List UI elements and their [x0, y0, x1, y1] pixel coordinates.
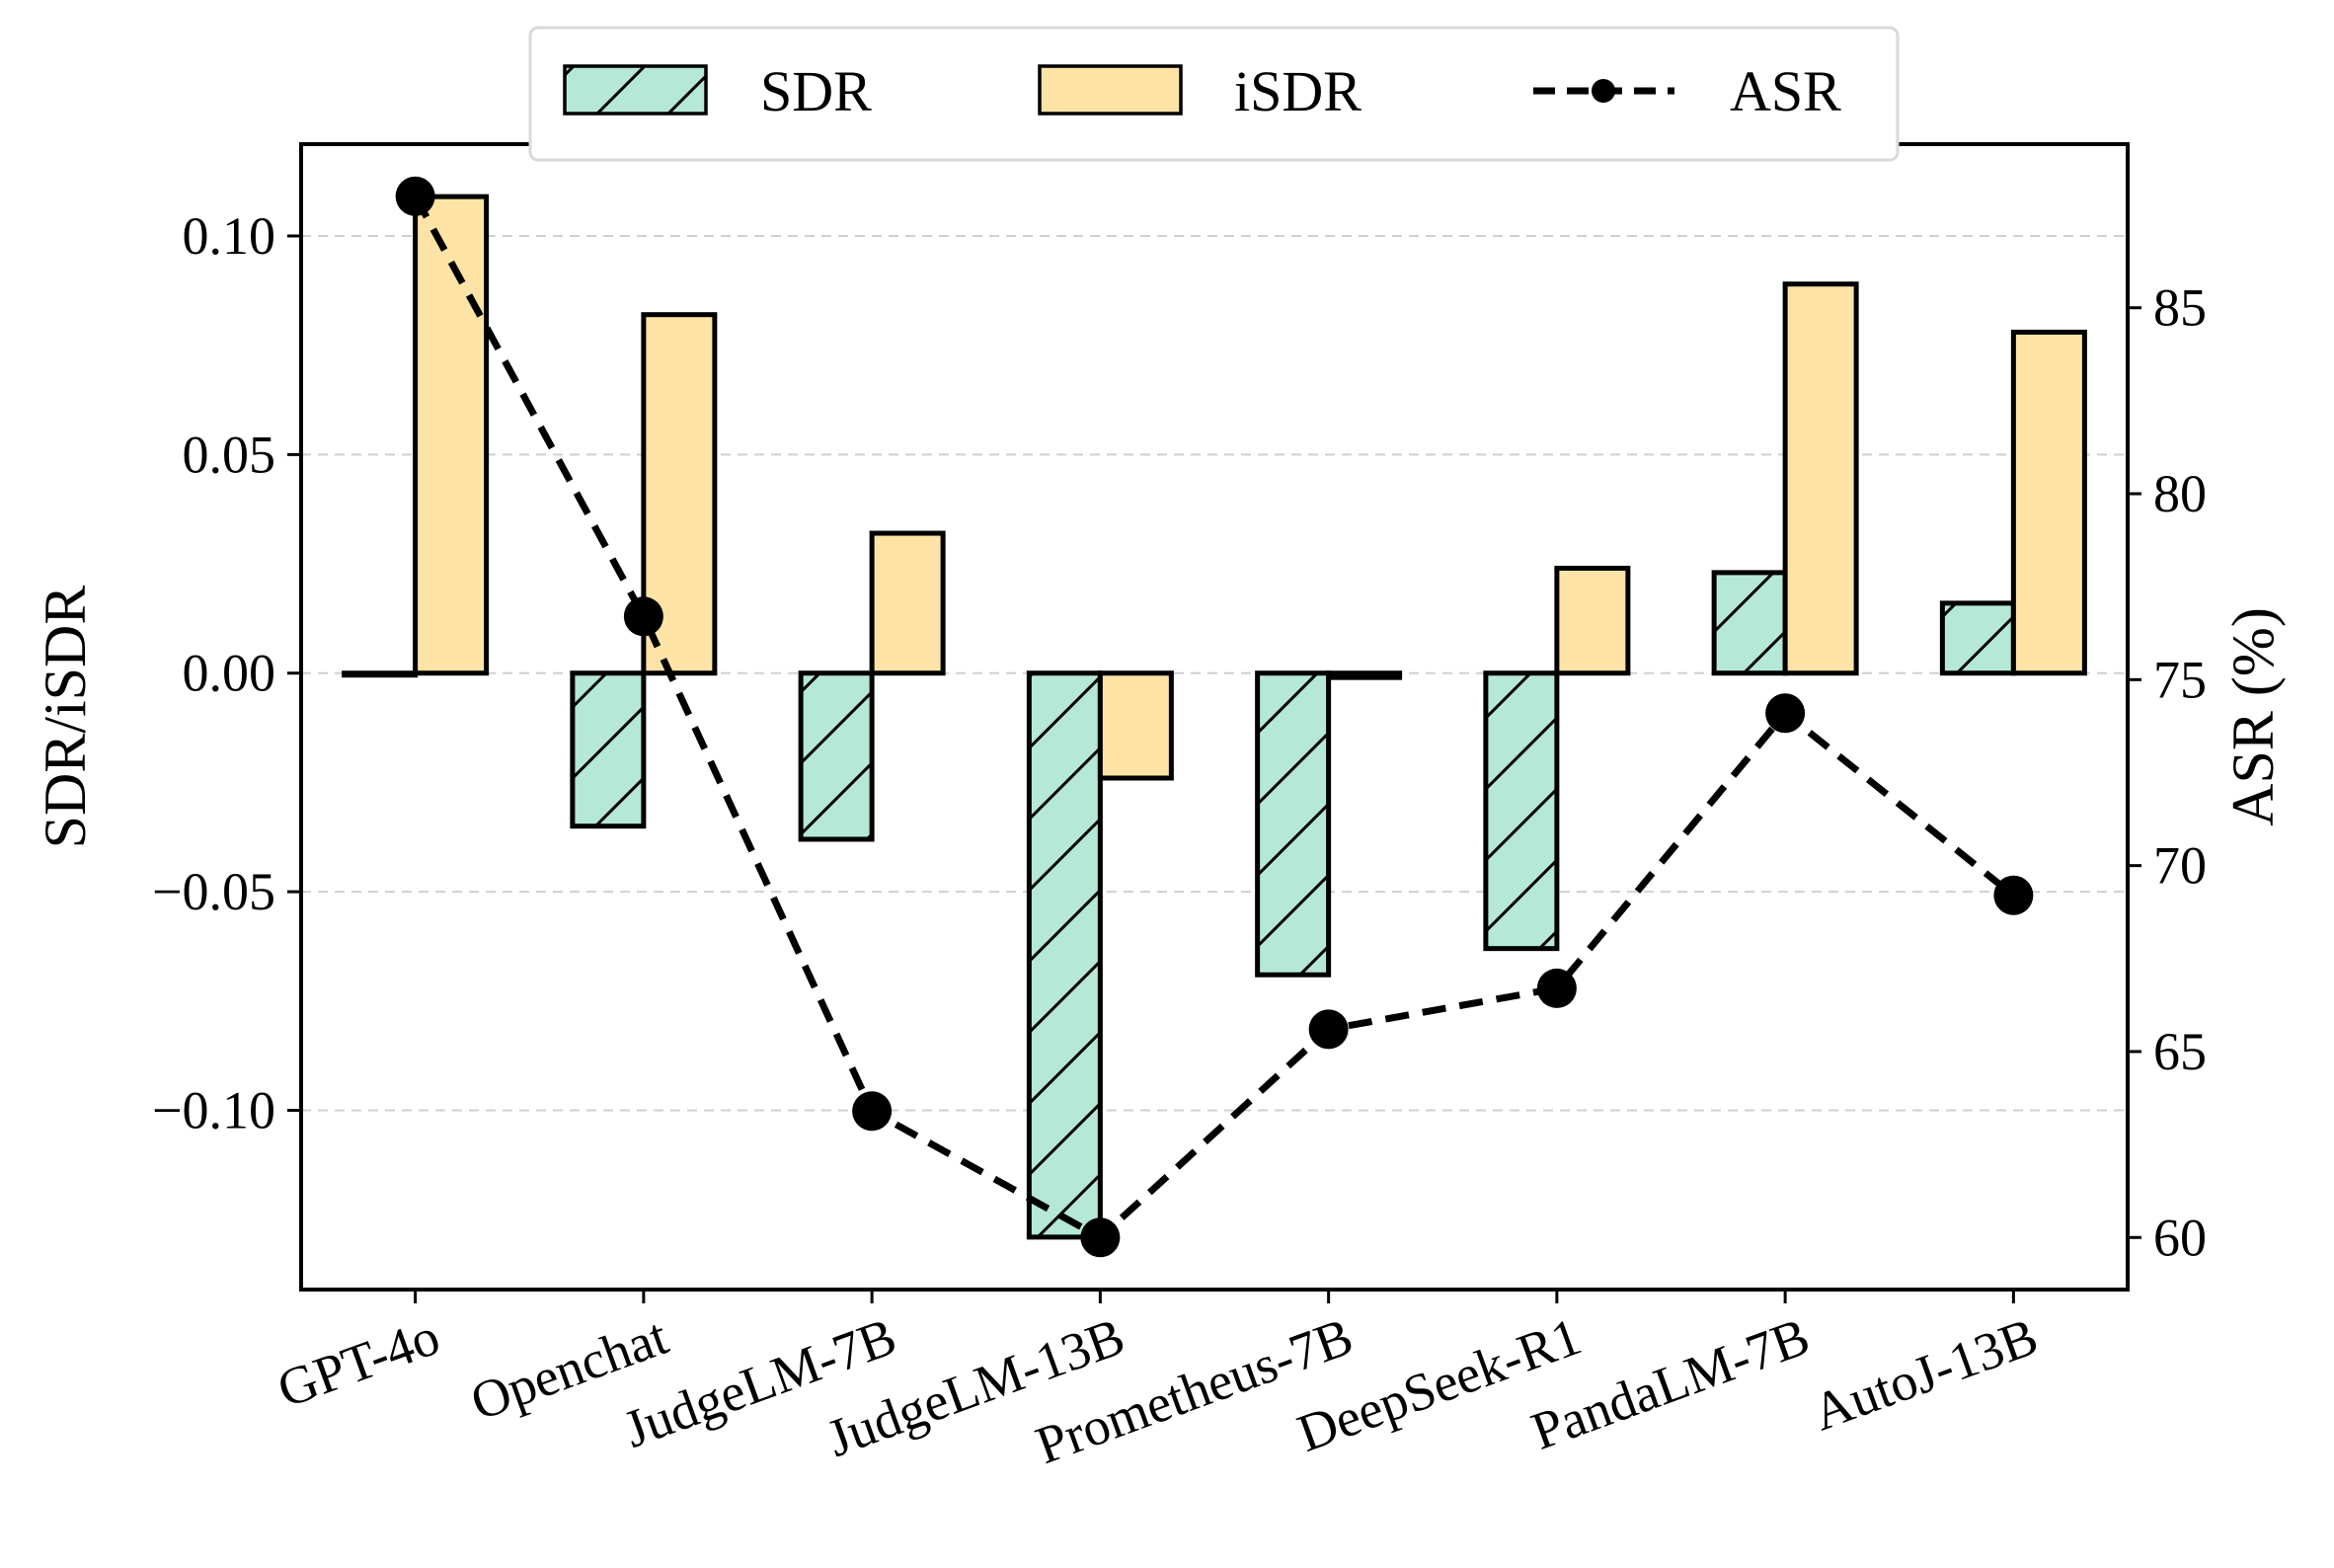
legend-sdr-hatch — [563, 64, 708, 116]
asr-point — [852, 1091, 893, 1132]
asr-line — [412, 195, 2016, 1241]
bar-isdr-outline — [1097, 670, 1174, 781]
legend-asr-marker — [1592, 79, 1615, 103]
y2-tick-label: 80 — [2153, 464, 2207, 523]
asr-point — [395, 176, 435, 216]
bar-isdr — [872, 533, 944, 673]
y-tick-label: −0.05 — [152, 862, 275, 921]
bar-isdr-outline — [1326, 670, 1403, 680]
bar-sdr-outline — [570, 670, 647, 829]
asr-point — [1765, 693, 1806, 734]
y2-tick-label: 70 — [2153, 836, 2207, 896]
legend-sdr-label: SDR — [760, 59, 872, 123]
bar-sdr-outline — [798, 670, 875, 842]
y-axis-title: SDR/iSDR — [33, 586, 98, 849]
bar-isdr — [1100, 672, 1172, 778]
legend: SDR iSDR ASR — [528, 26, 1900, 162]
bar-sdr-outline — [1255, 670, 1332, 978]
x-axis: GPT-4o OpenchatJudgeLM-7BJudgeLM-13BProme… — [270, 1290, 2045, 1475]
legend-asr-label: ASR — [1730, 59, 1841, 123]
y2-tick-label: 65 — [2153, 1022, 2207, 1081]
legend-isdr-swatch — [1038, 64, 1183, 116]
legend-box — [528, 26, 1900, 162]
bar-sdr-outline — [1939, 600, 2016, 676]
y-tick-label: −0.10 — [152, 1080, 275, 1139]
left-axis: 0.10 0.05 0.00 −0.05 −0.10 — [152, 206, 301, 1139]
bar-isdr — [1556, 568, 1628, 673]
legend-isdr-label: iSDR — [1234, 59, 1362, 123]
bars — [342, 194, 2087, 1240]
bar-sdr-outline — [342, 670, 419, 678]
asr-point — [1536, 968, 1577, 1008]
bar-sdr-outline — [1026, 670, 1103, 1240]
y2-tick-label: 60 — [2153, 1208, 2207, 1267]
asr-point — [1308, 1009, 1349, 1050]
asr-point — [623, 596, 663, 637]
bar-isdr-outline — [641, 312, 718, 676]
bar-isdr-outline — [869, 530, 946, 676]
asr-line-series — [395, 176, 2034, 1258]
bar-isdr-outline — [2010, 329, 2087, 676]
bar-isdr — [415, 196, 487, 673]
y2-axis-title: ASR (%) — [2220, 607, 2286, 826]
x-tick-label: GPT-4o — [270, 1306, 446, 1419]
bar-isdr — [2013, 332, 2085, 673]
asr-point — [1993, 875, 2034, 915]
bar-isdr — [1785, 283, 1857, 673]
right-axis: 85 80 75 70 65 60 — [2128, 278, 2207, 1267]
bar-isdr-outline — [1782, 281, 1859, 676]
x-tick-label: AutoJ-13B — [1805, 1306, 2045, 1442]
bar-sdr-outline — [1711, 570, 1788, 676]
y-tick-label: 0.05 — [183, 425, 276, 484]
y2-tick-label: 85 — [2153, 278, 2207, 338]
asr-point — [1080, 1217, 1121, 1258]
y-tick-label: 0.10 — [183, 206, 276, 266]
bar-sdr-outline — [1483, 670, 1560, 952]
bar-isdr-outline — [413, 194, 490, 676]
y2-tick-label: 75 — [2153, 650, 2207, 709]
y-tick-label: 0.00 — [183, 644, 276, 703]
bar-isdr-outline — [1554, 565, 1631, 676]
